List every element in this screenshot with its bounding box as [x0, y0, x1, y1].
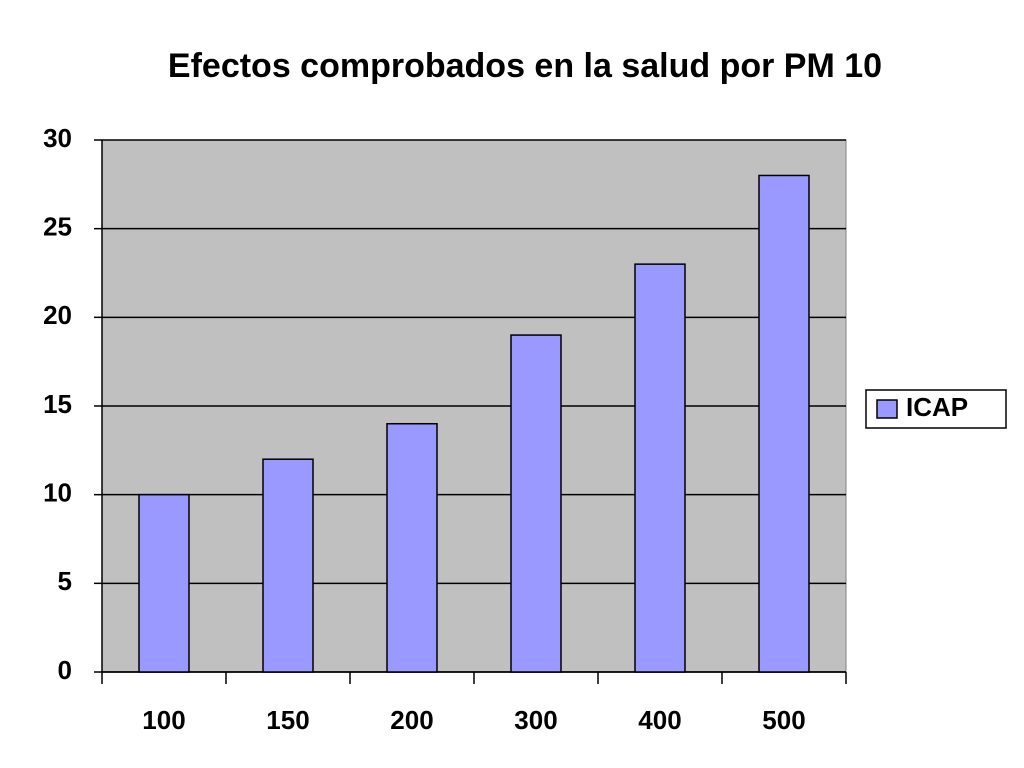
y-tick-label: 30 — [43, 123, 72, 153]
x-tick-label: 500 — [762, 705, 805, 735]
x-tick-label: 200 — [390, 705, 433, 735]
y-tick-label: 5 — [58, 566, 72, 596]
legend-swatch — [876, 399, 898, 419]
y-tick-label: 0 — [58, 655, 72, 685]
x-tick-label: 400 — [638, 705, 681, 735]
bar — [510, 334, 562, 673]
bar — [262, 458, 314, 673]
x-tick-label: 100 — [142, 705, 185, 735]
bar — [758, 174, 810, 673]
y-tick-label: 10 — [43, 478, 72, 508]
bar — [634, 263, 686, 673]
y-tick-label: 25 — [43, 212, 72, 242]
legend-label: ICAP — [906, 392, 968, 422]
x-tick-label: 150 — [266, 705, 309, 735]
bar — [138, 493, 190, 673]
x-tick-label: 300 — [514, 705, 557, 735]
bar — [386, 422, 438, 673]
y-tick-label: 20 — [43, 300, 72, 330]
legend-box — [865, 389, 1007, 429]
y-tick-label: 15 — [43, 389, 72, 419]
chart-title: Efectos comprobados en la salud por PM 1… — [168, 47, 882, 85]
